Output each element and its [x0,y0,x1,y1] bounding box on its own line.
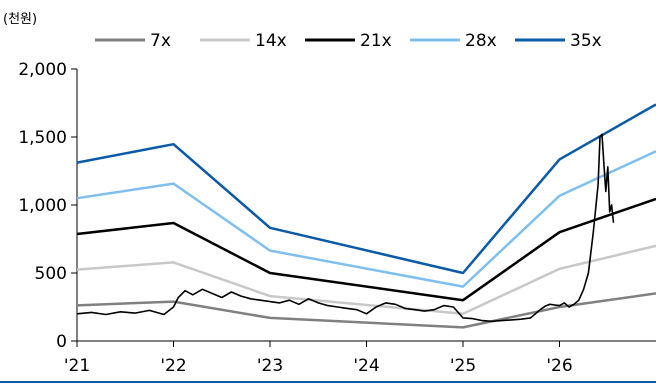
y-axis: 0 500 1,000 1,500 2,000 [18,60,78,352]
legend-label-7x: 7x [150,31,171,51]
legend-label-35x: 35x [570,31,602,51]
price-line [76,133,615,323]
y-tick-label: 2,000 [18,60,67,80]
bottom-rule [0,381,656,383]
y-tick-label: 1,000 [18,196,67,216]
x-tick-label: '26 [546,356,572,376]
price-layer [76,133,615,323]
y-tick-label: 0 [56,332,67,352]
series-line-21x [76,197,656,302]
series-line-14x [76,244,656,316]
unit-label: (천원) [3,12,37,27]
series-line-7x [76,292,656,329]
legend-label-28x: 28x [465,31,497,51]
series-layer [76,103,656,329]
x-tick-label: '25 [450,356,476,376]
series-line-35x [76,103,656,275]
legend-label-14x: 14x [255,31,287,51]
x-tick-label: '22 [160,356,186,376]
x-axis: '21 '22 '23 '24 '25 '26 [64,340,656,376]
legend-label-21x: 21x [360,31,392,51]
legend: 7x 14x 21x 28x 35x [95,31,602,51]
series-line-28x [76,150,656,288]
x-tick-label: '24 [353,356,379,376]
x-tick-label: '23 [257,356,283,376]
y-tick-label: 500 [35,264,67,284]
y-tick-label: 1,500 [18,128,67,148]
x-tick-label: '21 [64,356,90,376]
